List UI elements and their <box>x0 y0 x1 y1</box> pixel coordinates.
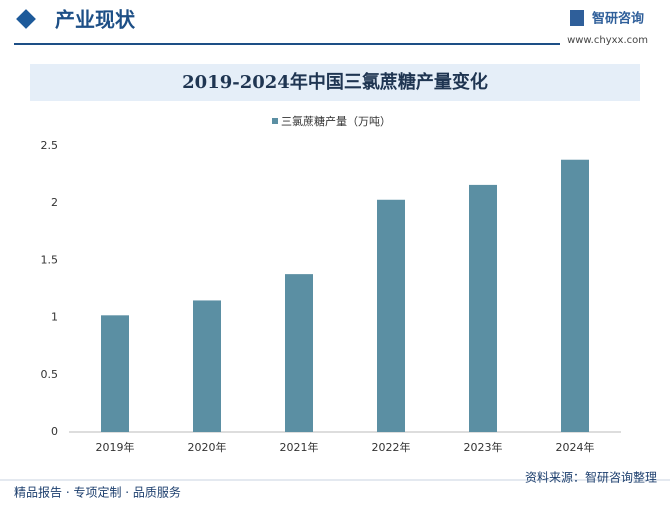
footer-source: 资料来源：智研咨询整理 <box>525 470 657 485</box>
header-icon <box>16 9 36 29</box>
footer-left: 精品报告 · 专项定制 · 品质服务 <box>14 485 181 500</box>
y-tick-label: 1.5 <box>41 253 59 266</box>
logo-icon <box>570 10 584 26</box>
legend-swatch <box>272 118 278 124</box>
logo-text: 智研咨询 <box>592 11 644 27</box>
x-tick-label: 2019年 <box>96 440 135 454</box>
header-title: 产业现状 <box>55 8 136 32</box>
x-tick-label: 2023年 <box>464 440 503 454</box>
x-tick-label: 2021年 <box>280 440 319 454</box>
chart-title: 2019-2024年中国三氯蔗糖产量变化 <box>182 71 488 93</box>
x-tick-label: 2024年 <box>556 440 595 454</box>
y-tick-label: 2.5 <box>41 139 59 152</box>
y-tick-label: 0 <box>51 425 58 438</box>
title-band <box>30 64 640 101</box>
bar <box>377 199 405 432</box>
bar <box>285 274 313 432</box>
y-tick-label: 0.5 <box>41 368 59 381</box>
x-tick-label: 2020年 <box>188 440 227 454</box>
bar <box>193 300 221 432</box>
y-tick-label: 1 <box>51 311 58 324</box>
legend-label: 三氯蔗糖产量（万吨） <box>281 114 391 128</box>
bar <box>561 159 589 432</box>
x-tick-label: 2022年 <box>372 440 411 454</box>
y-tick-label: 2 <box>51 196 58 209</box>
bar <box>469 184 497 432</box>
url: www.chyxx.com <box>567 35 648 46</box>
bar <box>101 315 129 432</box>
